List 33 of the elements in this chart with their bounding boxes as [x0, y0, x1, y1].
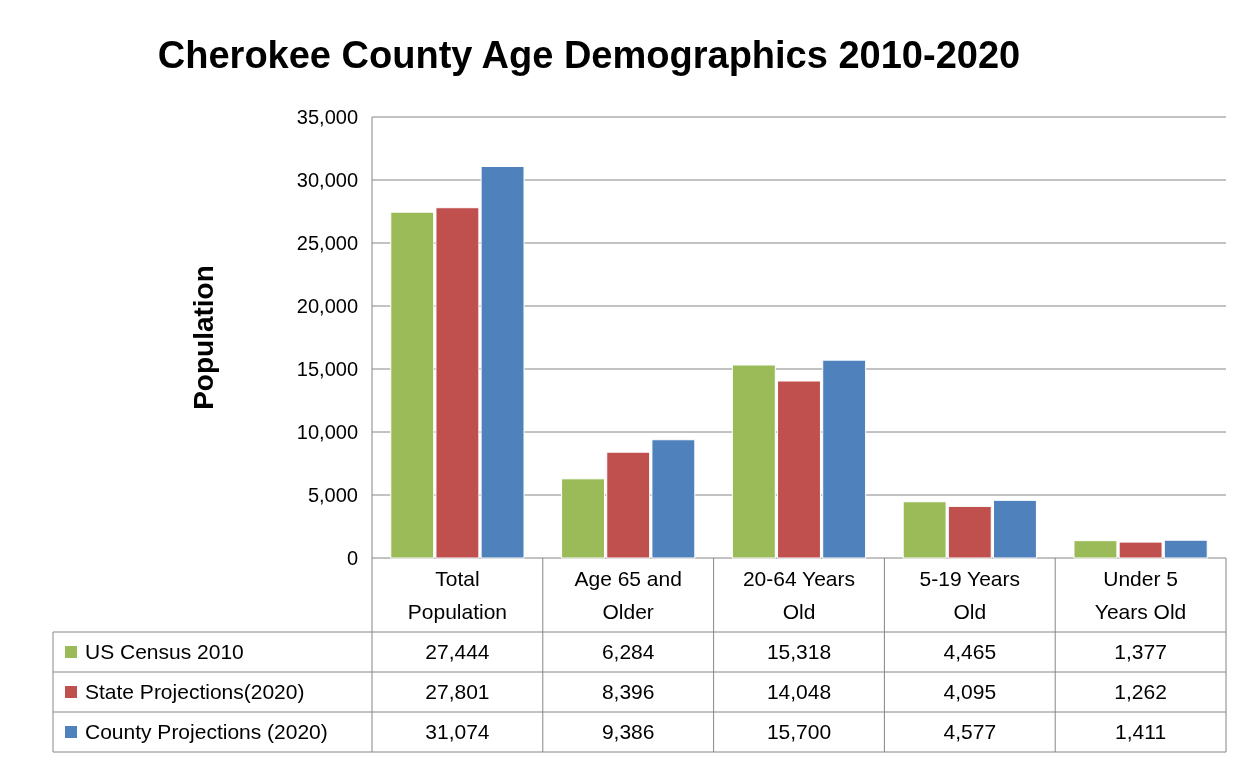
- y-tick-label: 25,000: [296, 232, 358, 254]
- data-label: 4,095: [943, 680, 997, 704]
- data-label: 27,444: [425, 640, 490, 664]
- data-label: 27,801: [425, 680, 490, 704]
- x-tick-label: Age 65 and Older: [574, 567, 682, 623]
- x-tick-label: Total Population: [407, 567, 508, 623]
- y-tick-label: 0: [346, 547, 358, 569]
- data-label: 1,262: [1114, 680, 1167, 704]
- data-label: 6,284: [601, 640, 655, 664]
- y-tick-label: 5,000: [307, 484, 358, 506]
- legend-label: State Projections(2020): [85, 680, 305, 704]
- data-label: 4,465: [943, 640, 997, 664]
- data-label: 31,074: [425, 720, 490, 744]
- y-tick-label: 30,000: [296, 169, 358, 191]
- data-label: 1,411: [1115, 720, 1167, 744]
- y-tick-label: 10,000: [296, 421, 358, 443]
- data-label: 15,318: [766, 640, 832, 664]
- y-tick-label: 15,000: [296, 358, 358, 380]
- data-label: 14,048: [766, 680, 832, 704]
- y-axis-title: Population: [188, 265, 219, 410]
- y-tick-label: 35,000: [296, 106, 358, 128]
- x-tick-label: 5-19 Years Old: [919, 567, 1021, 623]
- chart-title: Cherokee County Age Demographics 2010-2020: [157, 34, 1021, 76]
- data-label: 9,386: [601, 720, 655, 744]
- data-label: 1,377: [1114, 640, 1167, 664]
- y-tick-label: 20,000: [296, 295, 358, 317]
- data-label: 8,396: [601, 680, 655, 704]
- legend-label: US Census 2010: [85, 640, 244, 664]
- x-tick-label: 20-64 Years Old: [742, 567, 856, 623]
- x-tick-label: Under 5 Years Old: [1094, 567, 1187, 623]
- legend-label: County Projections (2020): [85, 720, 328, 744]
- data-label: 4,577: [943, 720, 997, 744]
- data-label: 15,700: [766, 720, 832, 744]
